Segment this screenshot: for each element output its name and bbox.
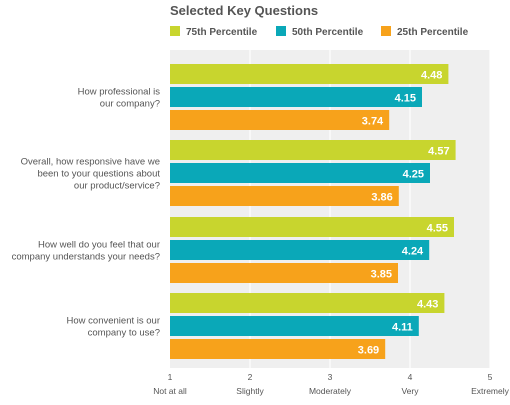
x-tick-number: 4 <box>408 372 413 382</box>
legend-label-2: 25th Percentile <box>397 27 469 38</box>
bar <box>170 186 399 206</box>
category-label: Overall, how responsive have we been to y… <box>21 157 161 192</box>
bar <box>170 339 386 359</box>
x-tick-label: Extremely <box>471 386 510 396</box>
bar-value-label: 4.15 <box>395 93 416 105</box>
bar <box>170 293 445 313</box>
legend-swatch-2 <box>381 26 391 36</box>
x-tick-label: Not at all <box>153 386 187 396</box>
bar <box>170 64 449 84</box>
x-tick-label: Moderately <box>309 386 352 396</box>
bar-value-label: 4.24 <box>402 246 424 258</box>
bar <box>170 87 422 107</box>
bar-value-label: 4.48 <box>421 70 442 82</box>
legend-swatch-1 <box>276 26 286 36</box>
bar-value-label: 4.25 <box>403 169 424 181</box>
bar <box>170 316 419 336</box>
category-label: How well do you feel that our company und… <box>12 240 160 263</box>
bar <box>170 163 430 183</box>
x-tick-number: 5 <box>488 372 493 382</box>
bar <box>170 240 430 260</box>
bar-value-label: 3.86 <box>371 192 392 204</box>
bar-value-label: 3.69 <box>358 345 379 357</box>
x-axis: 1 Not at all 2 Slightly 3 Moderately 4 Very 5 Ext… <box>153 372 509 396</box>
bar-value-label: 3.85 <box>371 269 392 281</box>
bar <box>170 217 454 237</box>
plot-area: 4.48 4.15 3.74 How professional is our compa… <box>12 50 491 368</box>
bar-value-label: 4.55 <box>427 223 448 235</box>
bar <box>170 110 390 130</box>
legend-label-0: 75th Percentile <box>186 27 258 38</box>
legend: 75th Percentile 50th Percentile 25th Perce… <box>170 26 469 38</box>
bar-value-label: 3.74 <box>362 116 384 128</box>
bar-value-label: 4.43 <box>417 299 438 311</box>
bar <box>170 263 398 283</box>
chart-title: Selected Key Questions <box>170 3 318 18</box>
x-tick-label: Slightly <box>236 386 264 396</box>
x-tick-number: 3 <box>328 372 333 382</box>
x-tick-label: Very <box>401 386 419 396</box>
category-label: How convenient is our company to use? <box>67 316 160 339</box>
bar-value-label: 4.11 <box>392 322 413 334</box>
x-tick-number: 1 <box>168 372 173 382</box>
legend-swatch-0 <box>170 26 180 36</box>
x-tick-number: 2 <box>248 372 253 382</box>
bar-value-label: 4.57 <box>428 146 449 158</box>
bar <box>170 140 456 160</box>
legend-label-1: 50th Percentile <box>292 27 364 38</box>
category-label: How professional is our company? <box>78 87 161 110</box>
